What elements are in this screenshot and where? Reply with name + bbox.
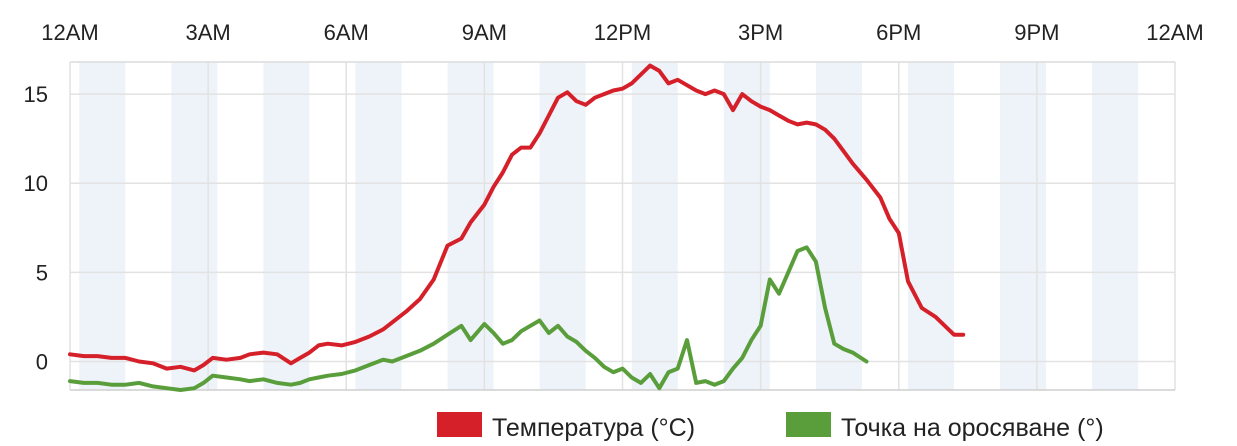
hour-band-0: [79, 62, 126, 390]
x-tick-label-2: 6AM: [324, 20, 369, 45]
legend-swatch-dew-point: [786, 412, 831, 437]
y-axis-tick-labels: 0 5 10 15: [24, 82, 48, 374]
hour-band-9: [907, 62, 954, 390]
x-tick-label-3: 9AM: [462, 20, 507, 45]
hour-band-6: [631, 62, 678, 390]
hour-bands: [79, 62, 1139, 390]
y-tick-label-5: 5: [36, 260, 48, 285]
x-tick-label-5: 3PM: [738, 20, 783, 45]
hour-band-3: [355, 62, 402, 390]
legend-swatch-temperature: [437, 412, 482, 437]
y-tick-label-10: 10: [24, 171, 48, 196]
series-line-1: [68, 245, 869, 392]
series-line-0: [68, 63, 966, 373]
hour-band-2: [263, 62, 310, 390]
series-lines: [68, 63, 966, 392]
legend-label-dew-point: Точка на оросяване (°): [841, 414, 1104, 442]
hour-band-7: [723, 62, 770, 390]
hour-band-11: [1092, 62, 1139, 390]
y-tick-label-15: 15: [24, 82, 48, 107]
legend-label-temperature: Температура (°C): [492, 414, 695, 442]
x-tick-label-1: 3AM: [186, 20, 231, 45]
x-tick-label-7: 9PM: [1014, 20, 1059, 45]
x-tick-label-8: 12AM: [1146, 20, 1203, 45]
vertical-gridlines: [69, 62, 1176, 390]
legend: Температура (°C) Точка на оросяване (°): [437, 412, 1104, 442]
x-axis-tick-labels: 12AM 3AM 6AM 9AM 12PM 3PM 6PM 9PM 12AM: [41, 20, 1203, 45]
hour-band-8: [815, 62, 862, 390]
hour-band-5: [539, 62, 586, 390]
x-tick-label-6: 6PM: [876, 20, 921, 45]
x-tick-label-0: 12AM: [41, 20, 98, 45]
y-tick-label-0: 0: [36, 349, 48, 374]
x-tick-label-4: 12PM: [594, 20, 651, 45]
hour-band-10: [1000, 62, 1047, 390]
hour-band-1: [171, 62, 218, 390]
